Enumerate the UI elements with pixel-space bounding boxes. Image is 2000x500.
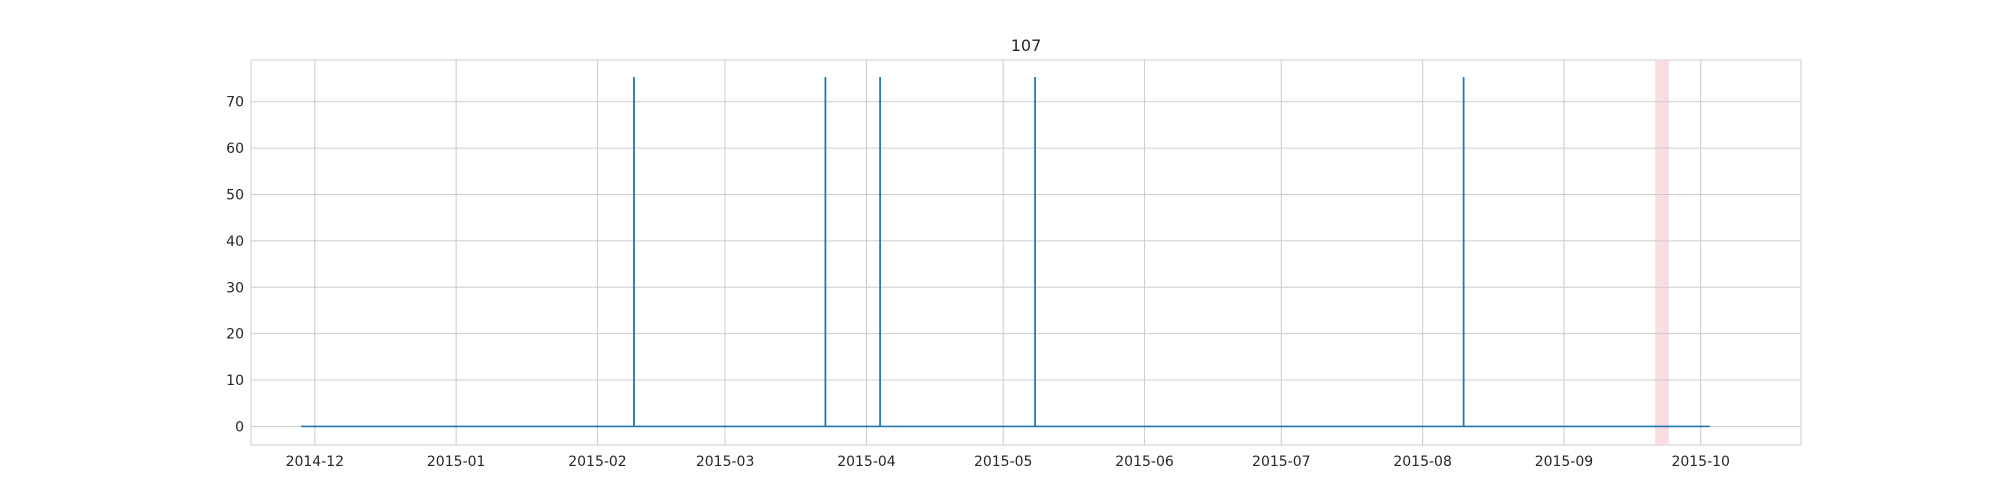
plot-background	[250, 59, 1802, 446]
y-tick-label: 20	[226, 327, 244, 343]
x-tick-label: 2015-09	[1535, 454, 1594, 470]
x-tick-label: 2014-12	[286, 454, 345, 470]
y-tick-label: 0	[235, 419, 244, 435]
plot-area	[250, 59, 1802, 446]
highlight-layer	[1655, 60, 1669, 445]
x-tick-label: 2015-02	[568, 454, 627, 470]
x-tick-label: 2015-04	[837, 454, 896, 470]
series-layer	[301, 77, 1710, 428]
x-tick-label: 2015-05	[974, 454, 1033, 470]
x-tick-label: 2015-03	[696, 454, 755, 470]
x-tick-label: 2015-07	[1252, 454, 1311, 470]
y-tick-label: 50	[226, 188, 244, 204]
y-tick-label: 70	[226, 95, 244, 111]
y-tick-label: 10	[226, 373, 244, 389]
x-tick-label: 2015-08	[1393, 454, 1452, 470]
y-tick-label: 30	[226, 280, 244, 296]
x-tick-label: 2015-06	[1115, 454, 1174, 470]
y-tick-label: 60	[226, 141, 244, 157]
x-tick-label: 2015-01	[427, 454, 486, 470]
y-tick-labels: 0 10 20 30 40 50 60 70	[226, 95, 244, 436]
x-tick-labels: 2014-12 2015-01 2015-02 2015-03 2015-04 2015-…	[286, 454, 1730, 470]
y-tick-label: 40	[226, 234, 244, 250]
chart-title: 107	[1011, 36, 1042, 55]
highlight-span	[1655, 60, 1669, 445]
x-tick-label: 2015-10	[1671, 454, 1730, 470]
